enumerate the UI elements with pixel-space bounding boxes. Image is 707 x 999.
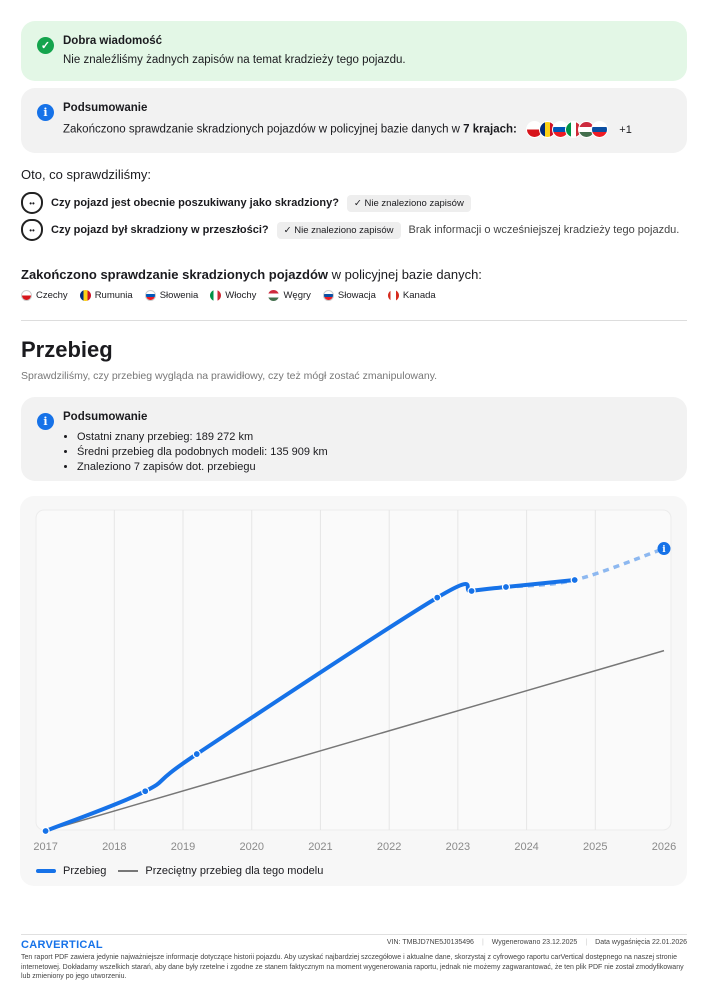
- good-news-banner: ✓ Dobra wiadomość Nie znaleźliśmy żadnyc…: [21, 21, 687, 81]
- x-tick-label: 2022: [377, 841, 401, 853]
- generated-date: Wygenerowano 23.12.2025: [491, 939, 578, 946]
- summary-title: Podsumowanie: [63, 102, 148, 114]
- flag-sk-icon: [322, 290, 334, 301]
- projection-info-icon: [657, 542, 671, 556]
- summary-bullet: Znaleziono 7 zapisów dot. przebiegu: [77, 460, 671, 475]
- chart-legend: Przebieg Przeciętny przebieg dla tego mo…: [36, 865, 323, 877]
- check-row: •• Czy pojazd był skradziony w przeszłoś…: [21, 219, 679, 241]
- info-icon: i: [37, 104, 54, 121]
- flag-sk-icon: [591, 121, 609, 138]
- legend-swatch-mileage: [36, 869, 56, 873]
- mileage-point: [570, 575, 579, 585]
- more-countries: +1: [619, 123, 632, 136]
- x-tick-label: 2018: [102, 841, 126, 853]
- thief-mask-icon: ••: [21, 219, 43, 241]
- summary-count: 7 krajach:: [463, 123, 517, 136]
- flag-ca-icon: [387, 290, 399, 301]
- check-icon: ✓: [37, 37, 54, 54]
- plot-area: [35, 509, 672, 831]
- legend-label: Przeciętny przebieg dla tego modelu: [145, 865, 324, 877]
- expiry-date: Data wygaśnięcia 22.01.2026: [595, 939, 687, 946]
- carvertical-logo: CARVERTICAL: [21, 939, 103, 951]
- status-badge: ✓ Nie znaleziono zapisów: [346, 194, 471, 212]
- checked-title: Oto, co sprawdziliśmy:: [21, 167, 152, 182]
- x-tick-label: 2021: [308, 841, 332, 853]
- mileage-point: [433, 593, 442, 602]
- disclaimer: Ten raport PDF zawiera jedynie najważnie…: [21, 954, 684, 980]
- info-glyph: i: [662, 545, 666, 555]
- mileage-subtitle: Sprawdziliśmy, czy przebieg wygląda na p…: [21, 370, 438, 382]
- mileage-chart-svg: 2017 2018 2019 2020 2021 2022 2023 2024 2025 2026…: [33, 509, 676, 853]
- countries-title: Zakończono sprawdzanie skradzionych poja…: [21, 267, 328, 282]
- x-tick-label: 2024: [514, 841, 538, 853]
- legend-label: Przebieg: [63, 865, 107, 877]
- flag-hu-icon: [268, 290, 280, 301]
- x-tick-label: 2017: [33, 841, 57, 853]
- country-list: Czechy Rumunia Słowenia Włochy Węgry Sło…: [21, 290, 436, 301]
- mileage-point: [41, 826, 50, 836]
- flag-it-icon: [210, 290, 222, 301]
- check-question: Czy pojazd jest obecnie poszukiwany jako…: [51, 197, 339, 209]
- check-question: Czy pojazd był skradziony w przeszłości?: [51, 224, 269, 236]
- mileage-chart: 2017 2018 2019 2020 2021 2022 2023 2024 2025 2026…: [20, 496, 687, 886]
- x-tick-label: 2026: [652, 841, 676, 853]
- summary-bullet: Ostatni znany przebieg: 189 272 km: [77, 430, 671, 445]
- mileage-title: Przebieg: [21, 337, 113, 362]
- x-tick-label: 2020: [239, 841, 263, 853]
- country-name: Słowenia: [159, 290, 199, 301]
- countries-title-rest: w policyjnej bazie danych:: [328, 267, 482, 282]
- thief-mask-icon: ••: [21, 192, 43, 214]
- flag-ro-icon: [79, 290, 91, 301]
- country-name: Rumunia: [94, 290, 133, 301]
- country-name: Włochy: [225, 290, 257, 301]
- good-news-text: Nie znaleźliśmy żadnych zapisów na temat…: [63, 54, 406, 66]
- good-news-title: Dobra wiadomość: [63, 35, 163, 47]
- summary-title: Podsumowanie: [63, 411, 148, 423]
- average-mileage-line: [45, 649, 665, 832]
- footer: CARVERTICAL VIN: TMBJD7NE5J0135496 | Wygen…: [21, 934, 687, 982]
- country-flags: [526, 121, 609, 138]
- status-badge: ✓ Nie znaleziono zapisów: [276, 221, 401, 239]
- summary-bullet: Średni przebieg dla podobnych modeli: 13…: [77, 445, 671, 460]
- flag-si-icon: [144, 290, 156, 301]
- mileage-point: [141, 787, 150, 796]
- flag-cz-icon: [21, 290, 32, 301]
- country-name: Kanada: [402, 290, 436, 301]
- theft-summary: i Podsumowanie Zakończono sprawdzanie sk…: [21, 88, 687, 153]
- info-icon: i: [37, 413, 54, 430]
- mileage-point: [501, 582, 511, 592]
- country-name: Słowacja: [337, 290, 376, 301]
- divider: [21, 320, 687, 321]
- vin: VIN: TMBJD7NE5J0135496: [386, 939, 474, 946]
- legend-swatch-average: [118, 870, 139, 872]
- check-row: •• Czy pojazd jest obecnie poszukiwany j…: [21, 192, 471, 214]
- x-tick-label: 2019: [171, 841, 195, 853]
- x-tick-label: 2025: [583, 841, 607, 853]
- summary-text: Zakończono sprawdzanie skradzionych poja…: [63, 123, 464, 136]
- country-name: Węgry: [283, 290, 311, 301]
- mileage-summary: i Podsumowanie Ostatni znany przebieg: 1…: [21, 397, 687, 481]
- mileage-point: [467, 586, 476, 596]
- x-tick-label: 2023: [446, 841, 470, 853]
- country-name: Czechy: [36, 290, 68, 301]
- mileage-point: [192, 749, 201, 759]
- check-note: Brak informacji o wcześniejszej kradzież…: [408, 224, 680, 236]
